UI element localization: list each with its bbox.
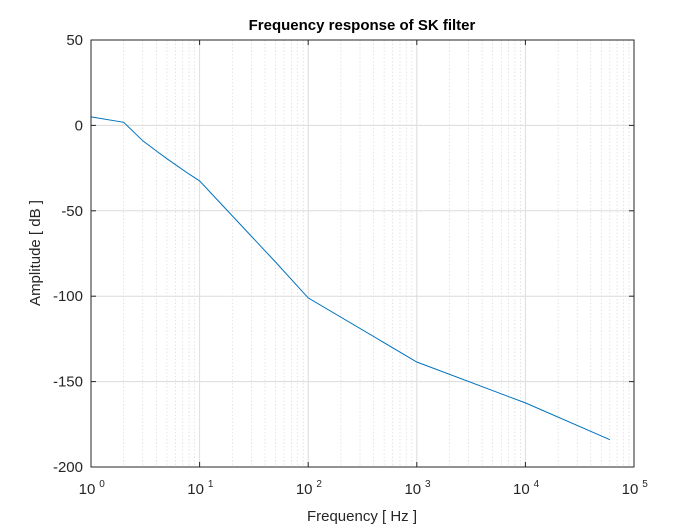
x-tick-label: 10 (296, 481, 313, 498)
x-tick-label-exponent: 2 (316, 479, 322, 490)
y-axis-label: Amplitude [ dB ] (27, 200, 44, 306)
axes-box (90, 39, 635, 468)
y-tick-label: 0 (75, 117, 83, 134)
x-tick-label: 10 (404, 481, 421, 498)
grid-layer (90, 39, 635, 468)
x-tick-label-exponent: 0 (99, 479, 105, 490)
y-tick-label: -50 (61, 203, 83, 220)
x-tick-label: 10 (622, 481, 639, 498)
x-tick-label-exponent: 4 (534, 479, 540, 490)
series-layer (90, 116, 611, 441)
x-tick-label-exponent: 3 (425, 479, 431, 490)
chart-title: Frequency response of SK filter (249, 17, 476, 34)
x-tick-label-exponent: 5 (642, 479, 648, 490)
x-tick-label: 10 (513, 481, 530, 498)
x-tick-label: 10 (187, 481, 204, 498)
y-tick-label: -100 (53, 288, 83, 305)
y-tick-label: 50 (66, 32, 83, 49)
x-tick-label-exponent: 1 (208, 479, 214, 490)
frequency-response-line (90, 116, 611, 441)
y-tick-label: -150 (53, 374, 83, 391)
x-axis-label: Frequency [ Hz ] (307, 508, 417, 525)
plot-area (91, 40, 634, 467)
y-tick-label: -200 (53, 459, 83, 476)
x-tick-label: 10 (79, 481, 96, 498)
